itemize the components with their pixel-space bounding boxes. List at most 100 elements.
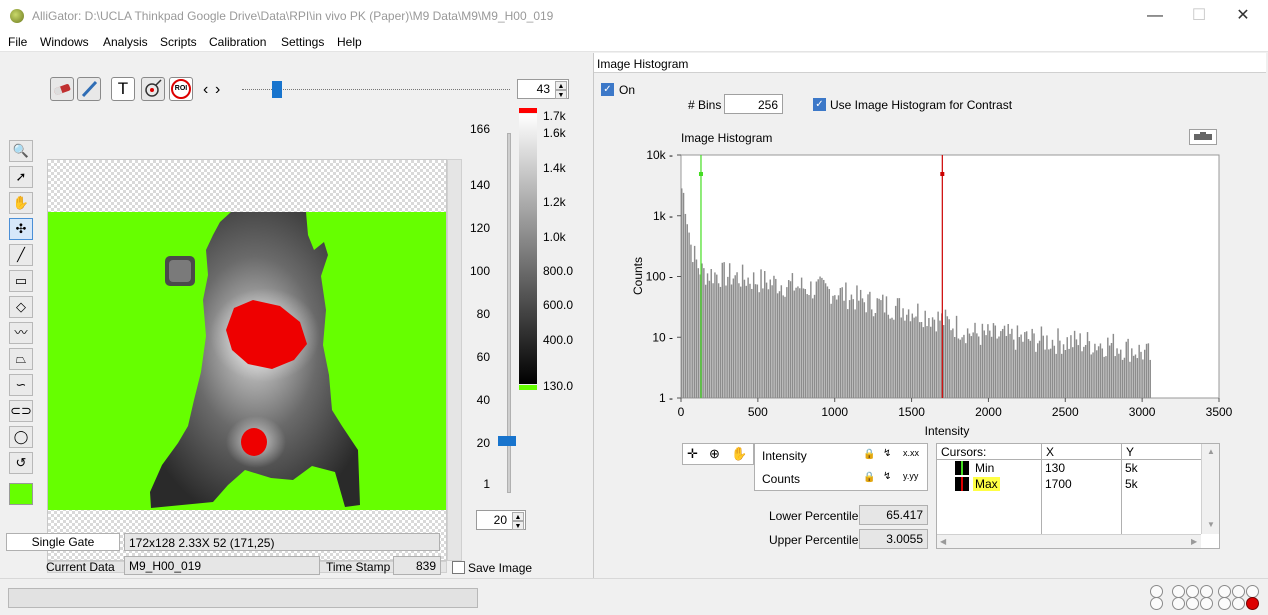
histogram-chart[interactable]: Image Histogram 0 500 1000 1500 2000 2500 3000… [624,123,1239,443]
roi-button[interactable]: ROI [169,77,193,101]
menu-windows[interactable]: Windows [40,35,89,49]
min-cursor-line-handle[interactable] [698,172,703,176]
pointer-tool-button[interactable]: ➚ [9,166,33,188]
blob-tool-button[interactable]: ⊂⊃ [9,400,33,422]
crosshair-tool-button[interactable]: ✣ [9,218,33,240]
eraser-tool-button[interactable] [50,77,74,101]
histogram-bar [1048,349,1050,398]
cursor-table-hscrollbar[interactable]: ◀ ▶ [937,534,1201,548]
pan-tool-icon[interactable]: ✋ [731,446,748,461]
menu-analysis[interactable]: Analysis [103,35,148,49]
bins-input[interactable]: 256 [724,94,783,114]
image-vertical-scrollbar[interactable] [447,159,462,561]
lock-icon[interactable]: 🔒 [863,449,876,460]
freehand-tool-button[interactable]: 〰 [9,322,33,344]
histogram-on-checkbox[interactable]: ✓ [601,83,614,96]
histogram-bar [736,272,738,398]
menu-settings[interactable]: Settings [281,35,325,49]
menu-help[interactable]: Help [337,35,362,49]
format-x-icon[interactable]: x.xx [903,448,920,458]
histogram-bar [1136,358,1139,398]
colorbar-label: 1.6k [543,126,566,140]
curve-tool-button[interactable]: ∽ [9,374,33,396]
line-tool-button[interactable]: ╱ [9,244,33,266]
histogram-bar [922,327,925,398]
histogram-bar [1064,350,1067,398]
histogram-bar [695,259,698,398]
hand-tool-button[interactable]: ✋ [9,192,33,214]
menu-calibration[interactable]: Calibration [209,35,267,49]
histogram-bar [1134,354,1137,398]
spin-down-icon[interactable]: ▼ [512,521,524,530]
histogram-bar [706,273,709,398]
polygon-tool-button[interactable]: ⏢ [9,348,33,370]
ellipse-tool-button[interactable]: ◯ [9,426,33,448]
histogram-bar [863,302,866,398]
colorbar-label: 130.0 [543,379,574,393]
status-led [1218,597,1231,610]
histogram-bar [823,279,825,398]
histogram-bar [692,262,694,398]
histogram-bar [793,290,795,398]
histogram-on-label: On [619,83,636,97]
use-histogram-contrast-checkbox[interactable]: ✓ [813,98,826,111]
histogram-bar [730,284,733,398]
graph-palette-button[interactable] [1189,129,1217,145]
colorbar-label: 1.7k [543,109,566,123]
next-frame-icon[interactable]: › [215,81,221,98]
spin-up-icon[interactable]: ▲ [512,512,524,521]
x-tick-label: 1000 [821,405,848,419]
histogram-bar [1145,343,1148,398]
frame-slider-thumb[interactable] [271,81,282,98]
brush-tool-button[interactable] [77,77,101,101]
max-cursor-line-handle[interactable] [940,172,945,176]
rotate-tool-button[interactable]: ↺ [9,452,33,474]
close-icon[interactable]: ✕ [1236,7,1250,24]
diamond-tool-button[interactable]: ◇ [9,296,33,318]
histogram-bar [723,262,725,398]
histogram-bar [1057,328,1059,398]
colorbar-under-swatch [519,385,537,390]
rectangle-tool-button[interactable]: ▭ [9,270,33,292]
colorbar [519,114,537,384]
prev-frame-icon[interactable]: ‹ [203,81,209,98]
spin-down-icon[interactable]: ▼ [555,90,567,99]
histogram-bar [799,288,801,398]
lock-icon[interactable]: 🔒 [863,472,876,483]
histogram-bar [1053,345,1056,398]
minimize-icon[interactable]: — [1147,7,1163,24]
add-probe-button[interactable] [141,77,165,101]
time-stamp-label: Time Stamp [326,560,391,574]
crosshair-tool-icon[interactable]: ✛ [687,446,698,461]
hand-tool-icon: ✋ [12,195,30,210]
save-image-checkbox[interactable]: ✓ [452,561,465,574]
text-tool-button[interactable]: T [111,77,135,101]
histogram-bar [1125,341,1127,398]
frame-number-input[interactable]: 43 ▲ ▼ [517,79,569,99]
menu-scripts[interactable]: Scripts [160,35,197,49]
cursor-table-vscrollbar[interactable]: ▲ ▼ [1201,444,1219,534]
image-view[interactable] [47,159,447,561]
spin-up-icon[interactable]: ▲ [555,81,567,90]
bins-label: # Bins [688,98,722,112]
histogram-bar [1046,335,1048,398]
gate-number-input[interactable]: 20 ▲ ▼ [476,510,526,530]
gate-mode-tab[interactable]: Single Gate [6,533,120,551]
histogram-bar [974,322,976,398]
menu-file[interactable]: File [8,35,28,49]
histogram-bar [959,339,961,398]
maximize-icon[interactable]: ☐ [1191,7,1207,24]
cursor-table[interactable]: Cursors: X Y Min 130 5k Max 1700 5k ◀ ▶ ▲… [936,443,1220,549]
color-swatch[interactable] [9,483,33,505]
histogram-bar [1094,343,1096,398]
gate-slider-thumb[interactable] [498,436,516,446]
frame-slider-track[interactable] [242,89,510,90]
histogram-cursors[interactable] [698,155,945,398]
autoscale-y-icon[interactable]: ↯ [883,471,892,482]
zoom-tool-button[interactable]: 🔍 [9,140,33,162]
colorbar-label: 400.0 [543,333,574,347]
zoom-tool-icon[interactable]: ⊕ [709,446,720,461]
autoscale-x-icon[interactable]: ↯ [883,448,892,459]
gate-slider-track[interactable] [507,133,511,493]
format-y-icon[interactable]: y.yy [903,471,919,481]
